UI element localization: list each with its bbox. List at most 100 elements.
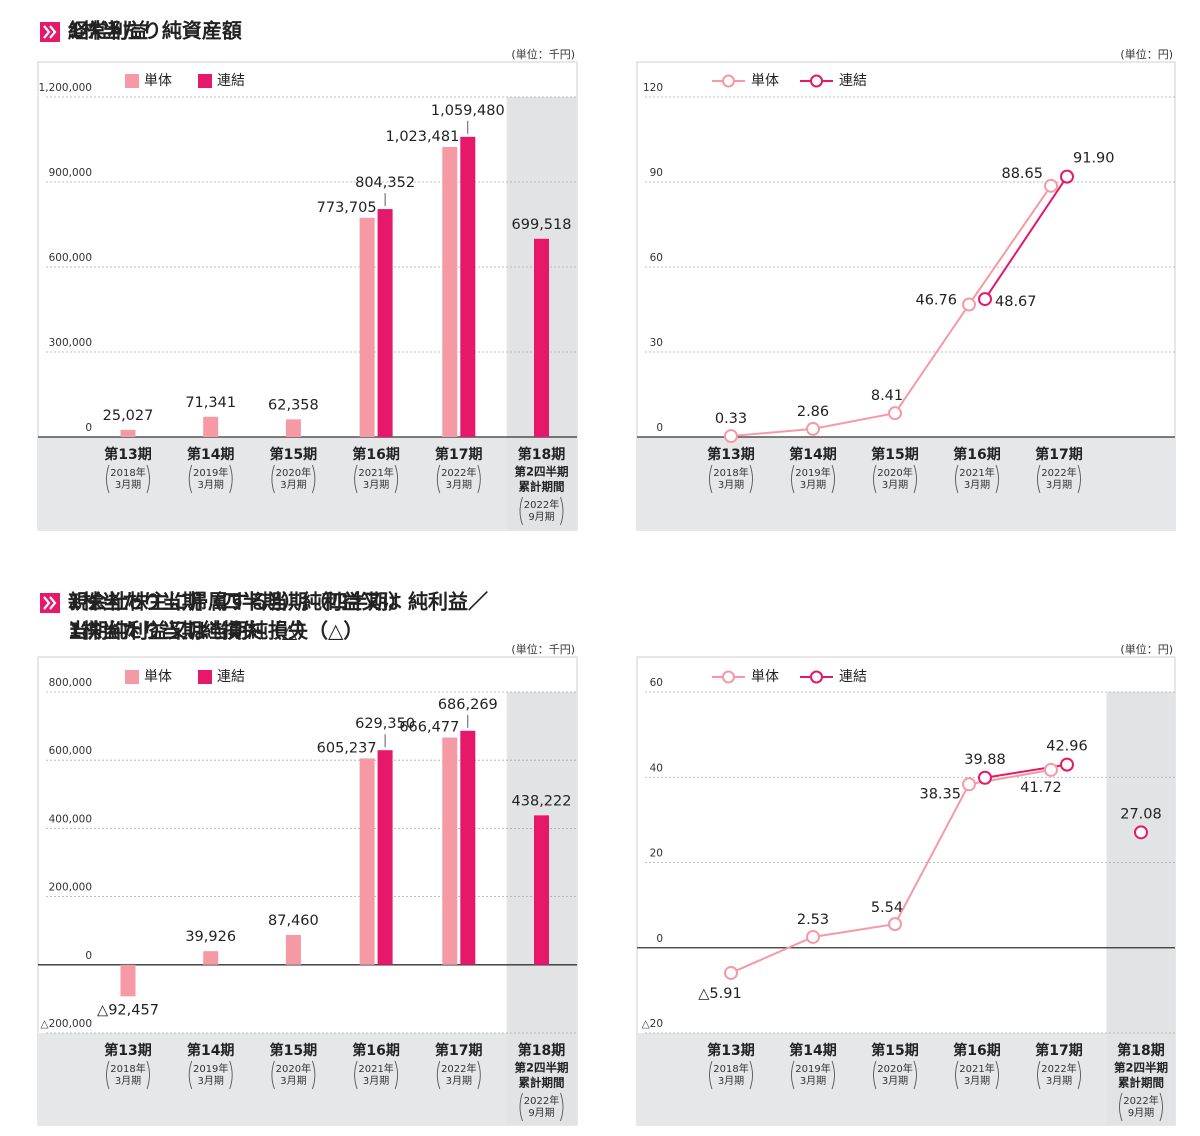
period-label: 3月期: [280, 1075, 306, 1087]
x-tick-label: 第15期: [270, 446, 317, 463]
bracket: [146, 1060, 150, 1090]
period-label: 2022年: [1041, 466, 1076, 479]
bracket: [1119, 1092, 1123, 1122]
x-tick-label: 第13期: [707, 1042, 754, 1059]
value-label: 39,926: [185, 929, 236, 945]
bracket: [394, 464, 399, 494]
marker: [1134, 825, 1148, 840]
bracket: [1037, 1060, 1041, 1090]
period-label: 3月期: [198, 1075, 224, 1087]
bracket: [106, 464, 110, 494]
bracket: [106, 1060, 110, 1090]
value-label: 1,023,481: [386, 129, 460, 145]
period-label: 3月期: [280, 479, 306, 491]
bracket: [436, 1060, 441, 1090]
x-tick-label: 第15期: [871, 446, 918, 463]
value-label: △92,457: [97, 1002, 159, 1018]
bracket: [831, 464, 835, 494]
bracket: [749, 1060, 753, 1090]
period-label: 2022年: [1041, 1062, 1076, 1075]
chart-title: 1株当たり純資産額: [68, 19, 242, 43]
period-label: 2020年: [877, 1062, 912, 1075]
value-label: 666,477: [399, 720, 459, 736]
bar: [442, 147, 458, 437]
period-label: 9月期: [528, 1107, 554, 1119]
x-tick-label: 第16期: [352, 1042, 399, 1059]
y-tick-label: 40: [650, 762, 663, 774]
bracket: [560, 1092, 564, 1122]
bracket: [271, 1060, 275, 1090]
marker: [1060, 757, 1074, 772]
legend-marker: [810, 670, 823, 684]
period-note: 累計期間: [519, 480, 565, 494]
value-label: △5.91: [698, 986, 741, 1002]
value-label: 42.96: [1046, 739, 1088, 755]
bar: [120, 964, 136, 997]
bracket: [1037, 464, 1041, 494]
bracket: [791, 1060, 795, 1090]
chart-title: 親会社株主に帰属する当期（四半期）純利益／: [68, 590, 488, 614]
bracket: [831, 1060, 835, 1090]
value-label: 27.08: [1120, 806, 1162, 822]
period-label: 3月期: [446, 1075, 472, 1087]
bracket: [913, 1060, 917, 1090]
x-tick-label: 第15期: [871, 1042, 918, 1059]
legend-marker: [722, 670, 735, 684]
y-tick-label: 300,000: [49, 337, 92, 349]
bracket: [436, 464, 441, 494]
value-label: 8.41: [871, 388, 903, 404]
bracket: [271, 464, 275, 494]
bracket: [394, 1060, 399, 1090]
period-label: 3月期: [800, 1075, 826, 1087]
period-label: 3月期: [363, 479, 389, 491]
bar: [534, 238, 549, 437]
y-tick-label: 0: [85, 422, 92, 434]
bracket: [229, 464, 233, 494]
legend-label: 単体: [144, 669, 172, 685]
axis-band: [637, 1033, 1175, 1125]
y-tick-label: 30: [650, 337, 663, 349]
legend-label: 連結: [217, 73, 245, 89]
unit-label: (単位：千円): [511, 47, 575, 61]
period-note: 累計期間: [1118, 1076, 1164, 1090]
bracket: [955, 464, 959, 494]
unit-label: (単位：円): [1120, 642, 1173, 656]
x-tick-label: 第18期: [518, 1042, 565, 1059]
period-note: 第2四半期: [1114, 1061, 1168, 1075]
marker: [888, 917, 902, 932]
y-tick-label: 20: [650, 848, 663, 860]
legend-label: 単体: [751, 669, 779, 685]
x-tick-label: 第14期: [187, 1042, 234, 1059]
period-note: 第2四半期: [514, 465, 568, 479]
title-icon-chevron: [43, 596, 57, 610]
period-note: 第2四半期: [514, 1061, 568, 1075]
y-tick-label: 900,000: [49, 167, 92, 179]
unit-label: (単位：千円): [511, 642, 575, 656]
shaded-column: [1106, 692, 1175, 1125]
marker: [1044, 178, 1058, 193]
y-tick-label: 0: [656, 933, 663, 945]
marker: [888, 406, 902, 421]
marker: [724, 965, 738, 980]
y-tick-label: 90: [650, 167, 663, 179]
value-label: 0.33: [715, 411, 747, 427]
bar: [460, 136, 476, 437]
y-tick-label: △200,000: [41, 1018, 93, 1030]
bracket: [188, 464, 193, 494]
value-label: 39.88: [964, 752, 1006, 768]
legend-swatch: [198, 74, 212, 88]
unit-label: (単位：円): [1120, 47, 1173, 61]
value-label: 2.53: [797, 912, 829, 928]
legend-label: 連結: [839, 669, 867, 685]
period-label: 3月期: [964, 479, 990, 491]
period-label: 9月期: [528, 511, 554, 523]
period-label: 2020年: [276, 1062, 311, 1075]
legend-label: 連結: [217, 669, 245, 685]
period-label: 2019年: [193, 466, 228, 479]
value-label: 87,460: [268, 913, 319, 929]
period-label: 2020年: [877, 466, 912, 479]
axis-band: [38, 437, 577, 530]
y-tick-label: 400,000: [49, 813, 92, 825]
legend-label: 単体: [751, 73, 779, 89]
period-label: 3月期: [1046, 1075, 1072, 1087]
